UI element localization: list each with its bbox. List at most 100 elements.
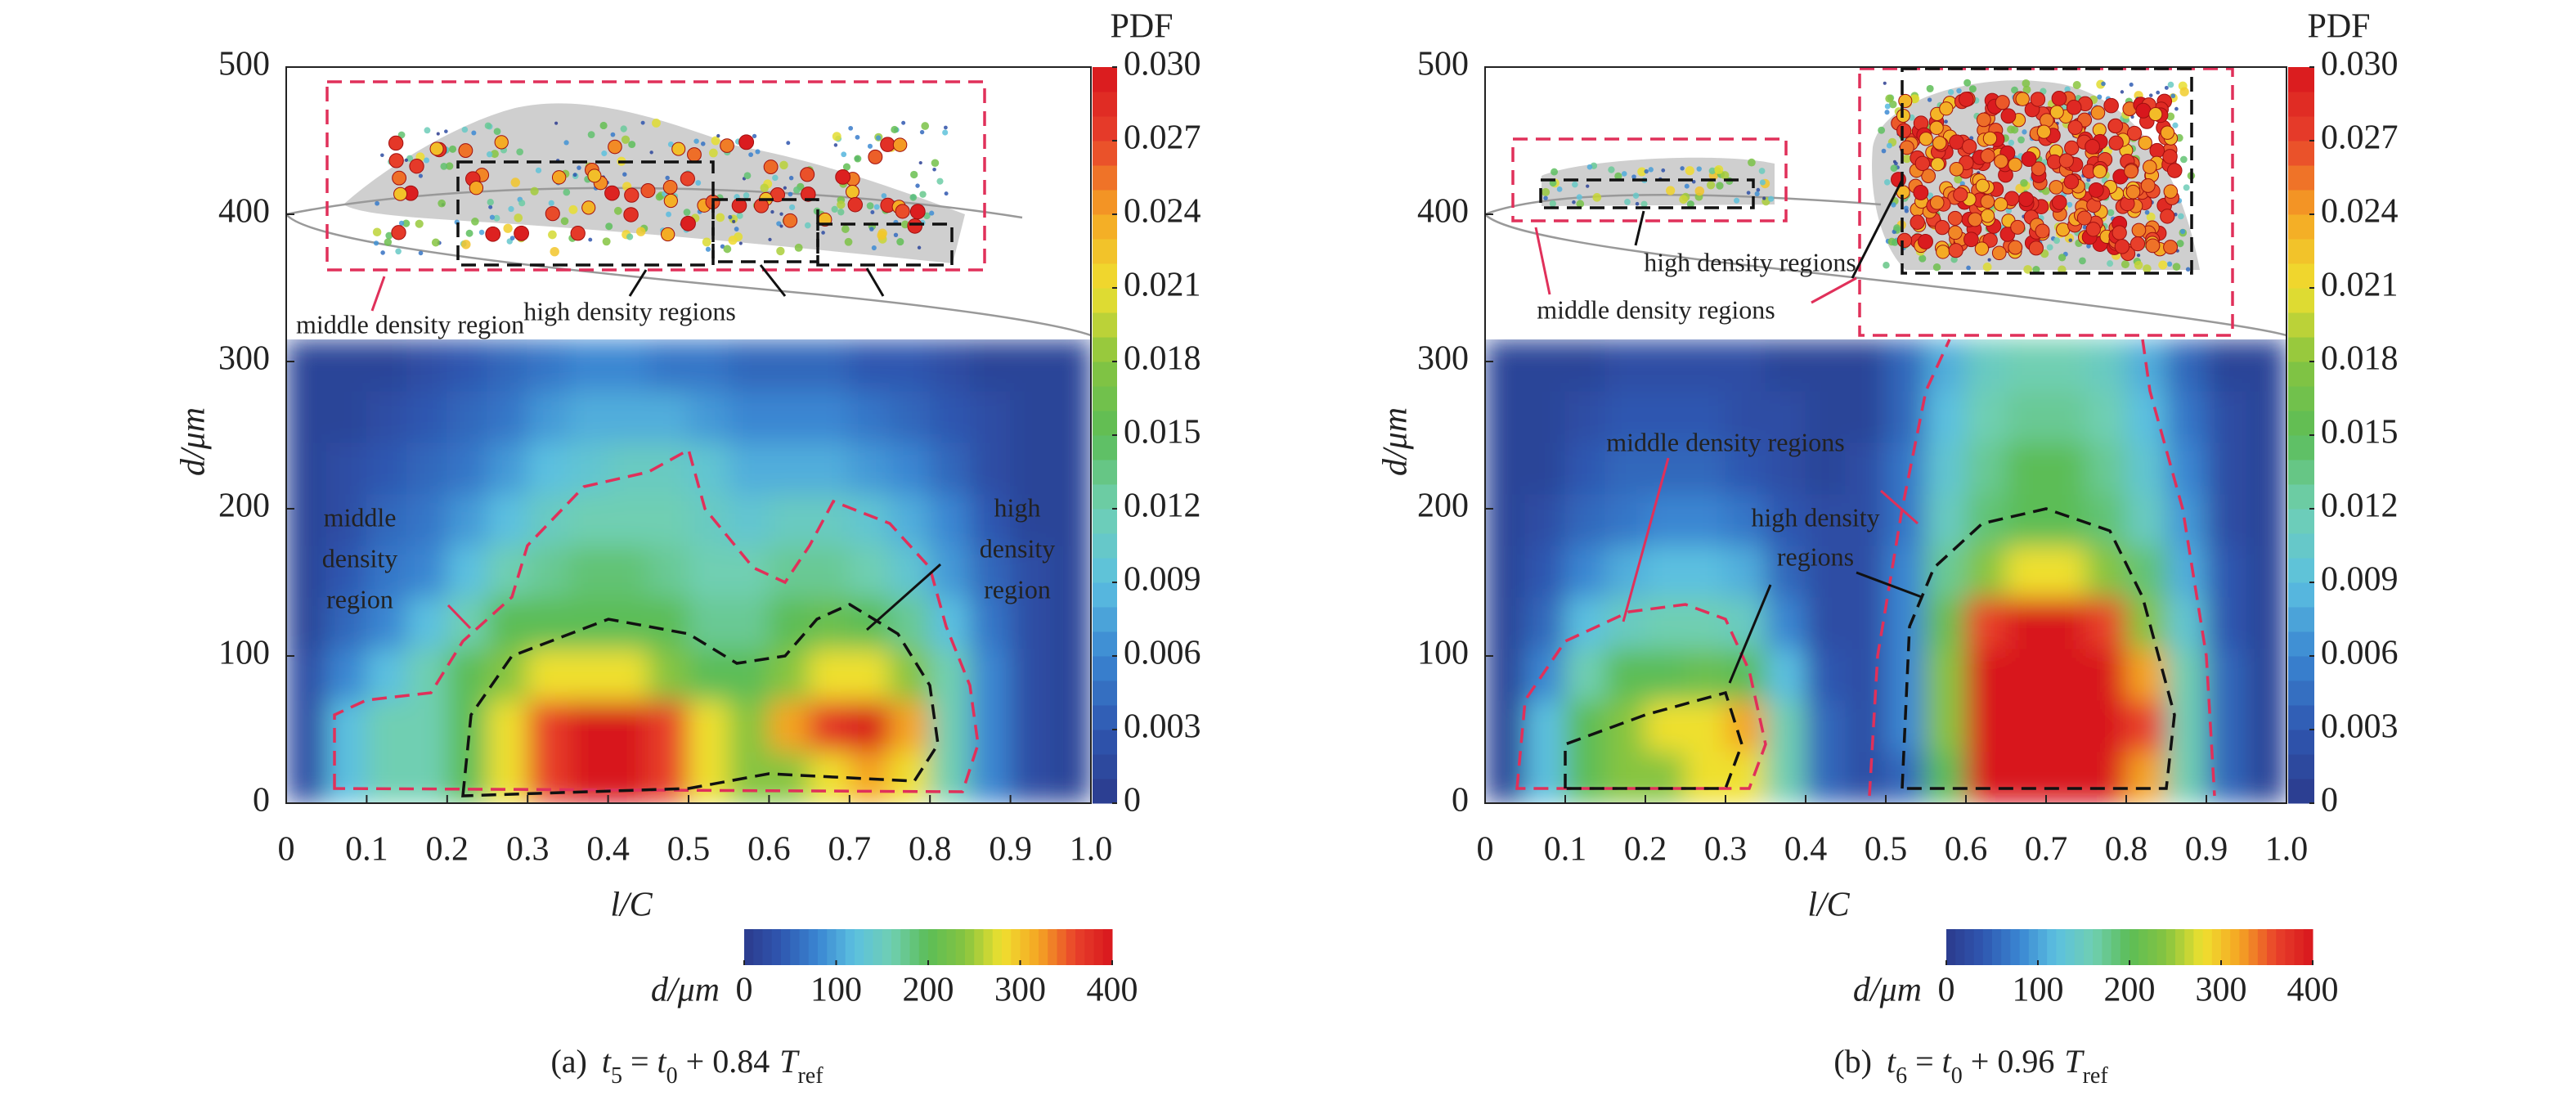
droplet [2068, 238, 2073, 243]
arrow [1728, 584, 1772, 684]
heatmap-cell [487, 648, 528, 701]
droplet [1891, 202, 1896, 208]
colorbar-band [2288, 558, 2314, 583]
droplet [1586, 164, 1593, 170]
heatmap-cell [2125, 442, 2167, 495]
caption-part: + 0.96 [1971, 1043, 2055, 1080]
droplet [1904, 209, 1910, 213]
x-tick-label: 1.0 [1070, 831, 1113, 869]
colorbar-band [1093, 411, 1117, 436]
droplet [1932, 136, 1947, 150]
caption-part: t [602, 1043, 612, 1080]
heatmap-cell [567, 339, 609, 392]
y-tick-label: 500 [218, 46, 270, 83]
droplet [1921, 168, 1936, 183]
heatmap-cell [1010, 648, 1052, 701]
heatmap-cell [1645, 699, 1686, 752]
heatmap-cell [1965, 545, 2007, 598]
heatmap-cell [487, 390, 528, 443]
droplet [471, 130, 477, 136]
heatmap-cell [567, 699, 609, 752]
droplet [738, 241, 743, 245]
droplet [870, 210, 875, 214]
heatmap-cell [406, 699, 448, 752]
x-tick-label: 0.9 [2185, 831, 2228, 869]
size-colorbar-band [1084, 929, 1094, 965]
droplet [760, 183, 769, 193]
heatmap-cell [325, 339, 367, 392]
size-colorbar-band [827, 929, 837, 965]
droplet [893, 232, 899, 238]
region-box [1901, 67, 2193, 275]
droplet [445, 162, 454, 170]
droplet [487, 199, 494, 206]
droplet [680, 171, 695, 186]
droplet [577, 165, 581, 170]
heatmap-cell [1050, 648, 1091, 701]
droplet [2179, 87, 2189, 97]
colorbar-tick-label: 0.024 [1124, 193, 1201, 231]
heatmap-cell [2085, 596, 2127, 649]
droplet [393, 186, 408, 201]
heatmap-cell [1524, 390, 1566, 443]
heatmap-cell [728, 493, 770, 546]
size-colorbar-band [1020, 929, 1030, 965]
heatmap-cell [1645, 648, 1686, 701]
droplet [800, 167, 815, 182]
droplet [2049, 180, 2064, 195]
size-colorbar-band [2001, 929, 2011, 965]
droplet [700, 141, 706, 146]
heatmap-cell [1925, 493, 1967, 546]
droplet [626, 233, 634, 240]
heatmap-cell [366, 390, 408, 443]
arrow [1856, 571, 1923, 599]
heatmap-cell [849, 596, 891, 649]
heatmap-cell [487, 442, 528, 495]
droplet [1926, 84, 1934, 92]
droplet [640, 183, 656, 199]
heatmap-cell [2005, 699, 2047, 752]
heatmap-cells [1485, 339, 2287, 803]
heatmap-cell [889, 699, 931, 752]
droplet [671, 141, 686, 156]
annotation: middle density region [296, 309, 524, 339]
droplet [1624, 198, 1631, 205]
droplet [2101, 81, 2106, 87]
heatmap-cell [688, 339, 729, 392]
colorbar-band [1093, 214, 1117, 240]
heatmap-cell [929, 699, 971, 752]
arrow [1851, 179, 1904, 279]
caption-part: T [2064, 1043, 2085, 1080]
droplet [779, 224, 783, 228]
droplet [1982, 131, 1998, 146]
droplet [2086, 177, 2091, 182]
heatmap-cell [527, 339, 568, 392]
heatmap-cell [527, 751, 568, 803]
heatmap-cell [929, 442, 971, 495]
region-box [1539, 178, 1755, 209]
droplet [804, 222, 811, 229]
droplet [881, 193, 887, 199]
heatmap-cell [1604, 493, 1646, 546]
droplet [2076, 210, 2092, 226]
colorbar-band [2288, 435, 2314, 460]
y-tick-label: 300 [218, 340, 270, 378]
heatmap-cell [2246, 751, 2287, 803]
y-tick-label: 100 [1417, 635, 1469, 672]
heatmap-cell [527, 442, 568, 495]
heatmap-cell [608, 339, 649, 392]
heatmap-cell [1050, 751, 1091, 803]
heatmap-cell [1685, 648, 1726, 701]
heatmap-cell [1845, 699, 1887, 752]
droplet [772, 174, 779, 182]
annotation: high density regions [523, 296, 736, 326]
heatmap-cell [1685, 699, 1726, 752]
heatmap-cell [1564, 545, 1606, 598]
colorbar-band [1093, 435, 1117, 460]
droplet [891, 125, 899, 134]
droplet [655, 193, 664, 201]
droplet [2085, 222, 2101, 237]
heatmap-cell [1604, 751, 1646, 803]
heatmap-cell [1564, 493, 1606, 546]
